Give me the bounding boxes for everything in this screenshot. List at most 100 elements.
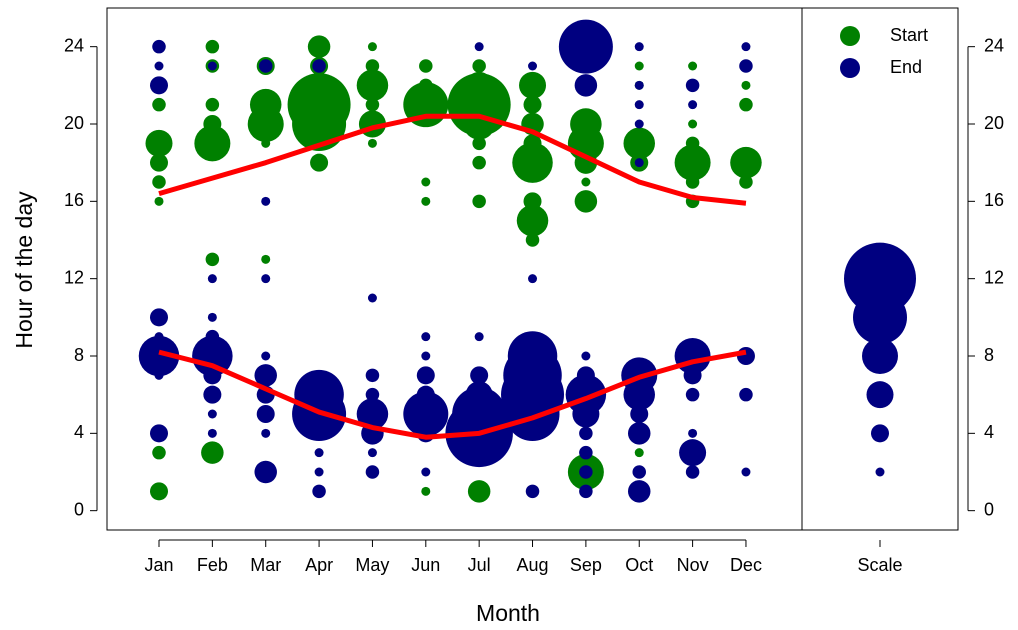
y2-tick-label: 12 [984,267,1004,287]
bubble [739,59,753,73]
x-tick-label: Jun [411,555,440,575]
y2-tick-label: 8 [984,345,994,365]
bubble [627,480,651,503]
bubble [138,335,180,377]
y-tick-label: 24 [64,35,84,55]
y-axis-title: Hour of the day [11,191,37,349]
x-tick-label: Nov [677,555,709,575]
bubble [203,366,222,385]
bubble [247,106,284,142]
y-tick-label: 0 [74,499,84,519]
bubble [258,59,273,73]
bubble [519,71,547,99]
bubble [623,127,655,160]
legend-label: Start [890,25,928,45]
bubble [572,400,600,428]
bubble [463,108,495,140]
bubble [207,61,217,71]
bubble [634,42,644,52]
bubble [688,428,698,438]
bubble [467,480,491,503]
bubble [627,422,651,445]
bubble [150,424,168,443]
x-tick-label: Dec [730,555,762,575]
bubble [685,387,700,402]
bubble [674,144,711,181]
bubble [416,366,435,385]
bubble [579,465,593,479]
bubble [523,95,542,114]
bubble [739,387,753,402]
bubble [421,177,431,187]
bubble [512,142,553,183]
x-tick-label: Aug [517,555,549,575]
bubble [194,125,231,162]
bubble [365,465,380,479]
bubble [688,61,698,71]
bubble [525,484,540,499]
x-tick-label: Feb [197,555,228,575]
bubble [314,467,324,477]
bubble [741,467,751,477]
bubble [739,175,753,189]
scale-label: Scale [857,555,902,575]
bubble [192,335,233,377]
bubble [579,484,593,499]
bubble [688,119,698,129]
bubble [154,196,164,206]
bubble [207,409,217,419]
bubble [579,445,593,460]
bubble [741,80,751,90]
bubble [474,332,484,342]
bubble [736,347,755,365]
x-tick-label: Oct [625,555,653,575]
bubble [685,78,700,93]
bubble [634,158,644,168]
bubble [207,312,217,322]
y-tick-label: 12 [64,267,84,287]
bubble [261,254,271,264]
bubble [630,405,649,423]
scale-bubble [866,381,894,409]
bubble [150,153,168,172]
bubble [256,405,275,423]
bubble [261,138,271,148]
bubble [581,351,591,361]
legend-marker [840,26,860,46]
bubble [254,364,277,387]
bubble [365,59,380,73]
bubble [632,465,646,479]
bubble [679,439,707,467]
bubble [419,59,433,73]
bubble [683,366,702,385]
bubble [150,308,168,327]
bubble [205,252,220,267]
bubble [365,97,380,112]
bubble [634,448,644,458]
bubble [152,445,166,460]
bubble [152,175,166,189]
y2-tick-label: 16 [984,190,1004,210]
y-tick-label: 4 [74,422,84,442]
bubble [367,138,377,148]
bubble [421,196,431,206]
bubble [154,61,164,71]
bubble [205,97,220,112]
bubble [634,80,644,90]
scale-bubble [844,242,916,315]
bubble [292,97,347,151]
bubble [314,448,324,458]
y2-tick-label: 0 [984,499,994,519]
bubble [365,387,380,402]
bubble [634,61,644,71]
bubble [558,19,613,74]
bubble [634,119,644,129]
bubble [421,467,431,477]
bubble [574,74,598,97]
bubble [205,39,220,54]
bubble [367,448,377,458]
bubble [470,366,489,385]
bubble [472,59,486,73]
bubble [312,484,326,499]
